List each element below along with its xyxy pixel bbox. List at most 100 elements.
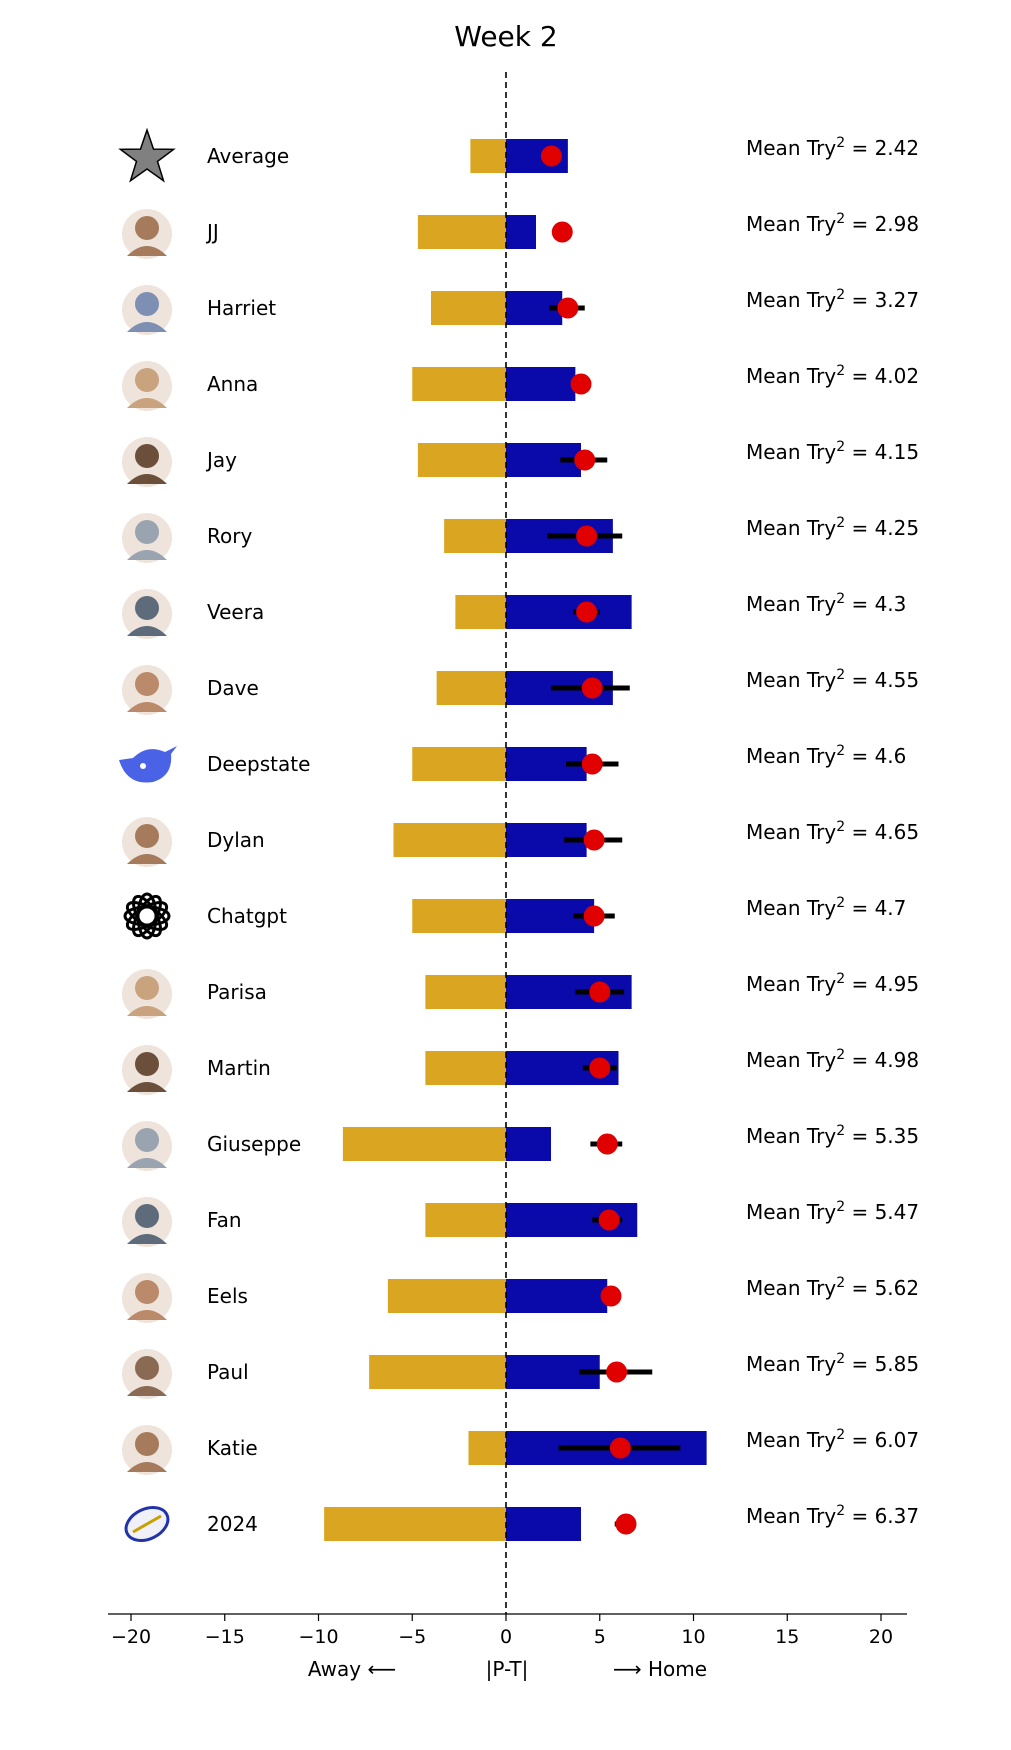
mean-point	[615, 1513, 637, 1535]
mean-try-label: Mean Try2 = 4.95	[746, 971, 919, 996]
player-name: Giuseppe	[207, 1132, 301, 1156]
x-axis: −20 −15 −10 −5 0 5 10 15 20	[108, 1613, 907, 1648]
mean-point	[551, 221, 573, 243]
mean-point	[609, 1437, 631, 1459]
away-bar	[412, 367, 506, 401]
sheep-icon	[122, 1045, 172, 1095]
mean-try-label: Mean Try2 = 4.3	[746, 591, 906, 616]
away-bar	[342, 1127, 506, 1161]
away-bar	[425, 1203, 506, 1237]
computer-icon	[122, 589, 172, 639]
points-layer	[540, 145, 681, 1535]
mean-point	[589, 1057, 611, 1079]
mean-point	[598, 1209, 620, 1231]
player-name: Anna	[207, 372, 258, 396]
mean-try-label: Mean Try2 = 4.7	[746, 895, 906, 920]
player-name: Deepstate	[207, 752, 310, 776]
away-bar	[417, 443, 506, 477]
x-tick-label: 20	[869, 1626, 893, 1648]
home-bar	[506, 215, 536, 249]
microwave-icon	[122, 665, 172, 715]
fire-extinguisher-icon	[122, 1349, 172, 1399]
player-name: Martin	[207, 1056, 271, 1080]
away-bar	[468, 1431, 506, 1465]
mean-try-label: Mean Try2 = 4.02	[746, 363, 919, 388]
mean-try-label: Mean Try2 = 3.27	[746, 287, 919, 312]
mean-point	[581, 753, 603, 775]
player-name: Eels	[207, 1284, 248, 1308]
mean-try-label: Mean Try2 = 6.07	[746, 1427, 919, 1452]
mean-point	[596, 1133, 618, 1155]
away-bar	[425, 975, 506, 1009]
xlabel-away: Away ⟵	[308, 1657, 396, 1681]
x-tick-label: 15	[775, 1626, 799, 1648]
mean-point	[581, 677, 603, 699]
mean-try-label: Mean Try2 = 4.6	[746, 743, 906, 768]
home-bar	[506, 1127, 551, 1161]
player-name: Rory	[207, 524, 252, 548]
rugby-ball-icon	[124, 1506, 170, 1542]
player-name: Harriet	[207, 296, 276, 320]
mean-point	[576, 601, 598, 623]
star-icon	[118, 127, 176, 183]
mean-try-label: Mean Try2 = 5.47	[746, 1199, 919, 1224]
mean-try-label: Mean Try2 = 6.37	[746, 1503, 919, 1528]
mean-try-label: Mean Try2 = 4.98	[746, 1047, 919, 1072]
avatar-photo-icon	[122, 1121, 172, 1171]
away-bar	[444, 519, 506, 553]
home-bar	[506, 595, 632, 629]
player-name: Katie	[207, 1436, 258, 1460]
player-name: Fan	[207, 1208, 242, 1232]
mean-try-label: Mean Try2 = 4.55	[746, 667, 919, 692]
x-tick-label: −5	[398, 1626, 426, 1648]
truck-icon	[122, 513, 172, 563]
mean-try-label: Mean Try2 = 4.25	[746, 515, 919, 540]
away-bar	[431, 291, 506, 325]
avatar-photo-icon	[122, 437, 172, 487]
away-bar	[425, 1051, 506, 1085]
elephant-icon	[122, 361, 172, 411]
player-name: Dave	[207, 676, 259, 700]
icons-layer	[118, 127, 177, 1542]
player-name: Paul	[207, 1360, 249, 1384]
mean-try-label: Mean Try2 = 5.85	[746, 1351, 919, 1376]
mean-point	[606, 1361, 628, 1383]
away-bar	[393, 823, 506, 857]
eel-icon	[122, 1273, 172, 1323]
away-bar	[369, 1355, 506, 1389]
away-bar	[417, 215, 506, 249]
mean-point	[540, 145, 562, 167]
away-bar	[412, 747, 506, 781]
mean-point	[574, 449, 596, 471]
mean-try-label: Mean Try2 = 5.35	[746, 1123, 919, 1148]
x-tick-label: −10	[298, 1626, 338, 1648]
labels-layer: Average Mean Try2 = 2.42 JJ Mean Try2 = 2.9…	[205, 135, 919, 1536]
player-name: JJ	[205, 220, 219, 244]
mean-point	[570, 373, 592, 395]
player-name: 2024	[207, 1512, 258, 1536]
avatar-photo-icon	[122, 817, 172, 867]
player-name: Dylan	[207, 828, 265, 852]
mean-try-label: Mean Try2 = 2.42	[746, 135, 919, 160]
away-bar	[324, 1507, 506, 1541]
home-bar	[506, 367, 576, 401]
player-name: Chatgpt	[207, 904, 287, 928]
away-bar	[412, 899, 506, 933]
chart-title: Week 2	[454, 20, 557, 53]
mean-point	[576, 525, 598, 547]
x-tick-label: 5	[594, 1626, 606, 1648]
mean-try-label: Mean Try2 = 5.62	[746, 1275, 919, 1300]
chatgpt-logo-icon	[123, 892, 171, 940]
x-tick-label: −15	[205, 1626, 245, 1648]
away-bar	[455, 595, 506, 629]
bars-layer	[324, 139, 707, 1541]
mean-try-label: Mean Try2 = 4.65	[746, 819, 919, 844]
whale-icon	[119, 746, 177, 783]
xlabel-center: |P-T|	[486, 1657, 529, 1681]
player-name: Average	[207, 144, 289, 168]
mean-point	[589, 981, 611, 1003]
mean-try-label: Mean Try2 = 2.98	[746, 211, 919, 236]
avatar-photo-icon	[122, 285, 172, 335]
fan-icon	[122, 1197, 172, 1247]
